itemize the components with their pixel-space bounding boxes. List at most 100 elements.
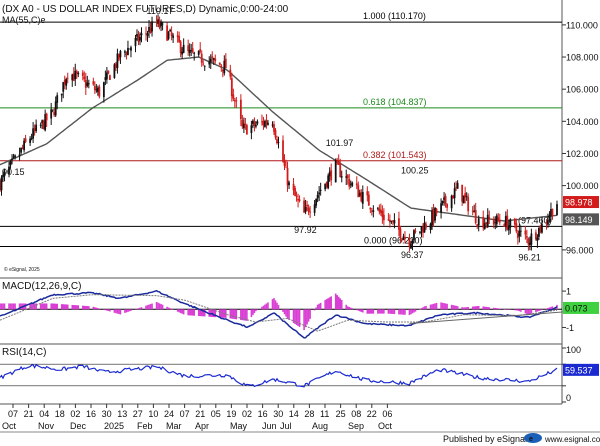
candle-body	[0, 181, 1, 191]
candle-body	[456, 182, 459, 189]
macd-histogram-bar	[14, 303, 16, 310]
candle-body	[252, 120, 254, 124]
candle-body	[411, 240, 414, 244]
candle-body	[267, 122, 269, 125]
macd-histogram-bar	[492, 307, 495, 310]
candle-body	[444, 196, 447, 204]
candle-body	[382, 214, 385, 221]
macd-histogram-bar	[482, 306, 485, 310]
candle-body	[44, 114, 47, 131]
macd-histogram-bar	[214, 309, 217, 318]
candle-body	[337, 160, 340, 165]
time-tick-label: 02	[70, 409, 80, 419]
candle-body	[519, 230, 522, 232]
macd-histogram-bar	[380, 309, 382, 314]
candle-body	[453, 188, 456, 199]
candle-body	[399, 228, 402, 239]
candle-body	[528, 242, 531, 246]
macd-histogram-bar	[273, 298, 275, 310]
macd-histogram-bar	[170, 308, 173, 310]
candle-body	[86, 82, 89, 87]
macd-histogram-bar	[440, 302, 442, 310]
candle-body	[39, 124, 42, 126]
macd-histogram-bar	[297, 309, 299, 326]
time-tick-label: 28	[304, 409, 314, 419]
candle-body	[271, 124, 274, 126]
candle-body	[220, 65, 223, 68]
macd-histogram-bar	[515, 309, 518, 311]
macd-histogram-bar	[530, 309, 533, 314]
candle-body	[536, 237, 539, 241]
macd-histogram-bar	[473, 306, 475, 310]
macd-histogram-bar	[529, 309, 531, 315]
macd-histogram-bar	[538, 309, 540, 311]
candle-body	[104, 77, 107, 81]
rsi-label: RSI(14,C)	[2, 347, 46, 358]
price-annotation: 100.25	[401, 166, 429, 176]
macd-histogram-bar	[517, 309, 519, 311]
macd-histogram-bar	[392, 309, 394, 314]
macd-histogram-bar	[509, 309, 512, 310]
candle-body	[24, 138, 27, 142]
time-tick-label: 16	[86, 409, 96, 419]
macd-histogram-bar	[346, 306, 349, 310]
level-label: 0.000 (96.210)	[364, 236, 423, 246]
candle-body	[351, 182, 354, 186]
candle-body	[23, 140, 25, 151]
macd-histogram-bar	[124, 309, 126, 313]
macd-histogram-bar	[65, 304, 68, 310]
macd-histogram-bar	[524, 309, 527, 314]
candle-body	[214, 58, 217, 61]
candle-body	[93, 86, 96, 91]
candle-body	[118, 53, 120, 60]
macd-histogram-bar	[8, 303, 10, 310]
time-tick-label: 07	[180, 409, 190, 419]
macd-histogram-bar	[155, 302, 158, 310]
candle-body	[482, 216, 485, 228]
macd-histogram-bar	[325, 299, 328, 310]
macd-histogram-bar	[313, 309, 316, 311]
macd-histogram-bar	[414, 309, 417, 312]
macd-histogram-bar	[434, 303, 436, 310]
candle-body	[548, 215, 551, 218]
macd-histogram-bar	[324, 300, 326, 310]
candle-body	[202, 63, 205, 65]
macd-histogram-bar	[234, 309, 236, 320]
candle-body	[492, 218, 495, 225]
candle-body	[188, 49, 191, 53]
time-month-label: Oct	[378, 421, 393, 431]
macd-histogram-bar	[176, 309, 179, 312]
candle-body	[172, 35, 175, 38]
macd-histogram-bar	[408, 309, 411, 316]
level-label: 1.000 (110.170)	[363, 11, 426, 21]
time-tick-label: 02	[242, 409, 252, 419]
macd-histogram-bar	[179, 309, 182, 314]
candle-body	[3, 171, 6, 177]
macd-layer: 1 -1 0.073	[0, 287, 599, 339]
macd-histogram-bar	[203, 309, 206, 317]
macd-histogram-bar	[506, 309, 509, 310]
macd-histogram-bar	[181, 309, 183, 314]
macd-tick-label: 1	[566, 287, 571, 297]
macd-histogram-bar	[461, 307, 463, 310]
candle-body	[518, 230, 521, 237]
candle-body	[441, 200, 444, 204]
macd-histogram-bar	[74, 305, 77, 310]
candle-body	[378, 208, 381, 212]
macd-histogram-bar	[349, 307, 352, 310]
candle-body	[166, 25, 168, 41]
candle-body	[148, 26, 150, 33]
candle-body	[465, 196, 468, 197]
candle-body	[535, 232, 537, 240]
candle-body	[108, 75, 111, 80]
candle-body	[50, 109, 53, 119]
macd-histogram-bar	[444, 303, 447, 310]
candle-body	[157, 19, 159, 24]
candle-body	[393, 220, 396, 224]
macd-histogram-bar	[199, 309, 202, 317]
candle-body	[298, 199, 301, 201]
candle-body	[474, 209, 477, 224]
macd-histogram-bar	[62, 304, 65, 310]
macd-histogram-bar	[413, 309, 415, 313]
time-tick-label: 19	[226, 409, 236, 419]
